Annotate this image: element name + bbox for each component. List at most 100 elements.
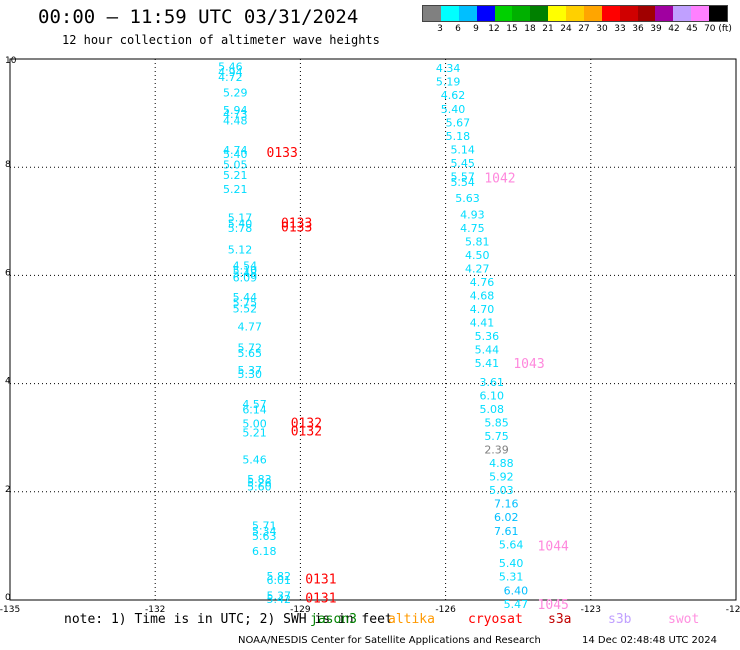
wave-height-label: 4.70 [470,303,495,316]
pass-time-label: 0133 [281,221,312,236]
wave-height-label: 5.46 [218,61,243,74]
wave-height-label: 5.63 [252,530,277,543]
wave-height-label: 5.81 [465,235,490,248]
legend-swatch [566,6,584,21]
wave-height-label: 5.57 [450,170,475,183]
wave-height-label: 5.75 [233,296,258,309]
wave-height-label: 5.52 [233,302,258,315]
legend-label: 3 [437,24,443,34]
wave-height-label: 4.76 [470,276,495,289]
wave-height-label: 5.21 [242,426,267,439]
legend-swatch [548,6,566,21]
plot-frame [9,58,737,601]
pass-time-label: 1042 [484,171,515,186]
satellite-altika: altika [388,612,435,627]
wave-height-label: 4.73 [223,108,248,121]
wave-height-label: 4.34 [436,62,461,75]
wave-height-label: 4.48 [223,115,248,128]
color-scale-legend: 3 6 9 12 15 18 21 24 27 30 33 36 39 42 45 70 (ft) [422,5,732,35]
legend-swatch [530,6,549,21]
page-title: 00:00 – 11:59 UTC 03/31/2024 [38,6,359,28]
wave-height-label: 4.77 [237,320,261,333]
wave-height-label: 4.75 [460,222,485,235]
legend-swatch [440,6,459,21]
legend-label: 21 [542,24,554,34]
wave-height-label: 4.50 [465,249,490,262]
wave-height-label: 6.10 [479,390,504,403]
legend-swatch [476,6,495,21]
legend-swatch [494,6,513,21]
wave-height-label: 5.48 [233,267,258,280]
legend-swatch [583,6,602,21]
wave-height-label: 5.21 [223,169,248,182]
wave-height-label: 5.47 [504,598,529,611]
legend-label: 39 [650,24,662,34]
wave-height-label: 5.05 [223,158,248,171]
wave-height-label: 5.40 [228,217,253,230]
x-tick-label: -126 [435,605,456,615]
wave-height-label: 5.40 [499,557,523,570]
legend-label: 33 [614,24,626,34]
wave-height-label: 4.93 [460,208,485,221]
credit-text: NOAA/NESDIS Center for Satellite Applica… [238,635,541,646]
y-tick-label: 0 [5,593,11,603]
wave-height-label: 6.14 [242,404,267,417]
satellite-swot: swot [668,612,700,627]
generated-timestamp: 14 Dec 02:48:48 UTC 2024 [582,635,717,646]
pass-time-label: 0132 [291,425,322,440]
wave-height-label: 5.12 [228,243,253,256]
note-text: note: 1) Time is in UTC; 2) SWH is in fe… [64,612,393,627]
wave-height-label: 4.62 [441,89,466,102]
wave-height-label: 4.94 [218,66,243,79]
pass-time-label: 0133 [281,216,312,231]
wave-height-label: 5.75 [484,430,509,443]
color-scale-swatches [422,5,728,22]
legend-swatch [655,6,674,21]
wave-height-label: 4.74 [223,144,248,157]
satellite-cryosat: cryosat [468,612,523,627]
legend-swatch [673,6,692,21]
pass-time-label: 0132 [291,417,322,432]
wave-height-label: 4.57 [242,398,267,411]
x-tick-label: -135 [0,605,20,615]
y-tick-label: 2 [5,485,11,495]
satellite-s3b: s3b [608,612,632,627]
legend-swatch [709,6,727,21]
legend-label: 30 [596,24,608,34]
wave-height-label: 5.14 [450,143,475,156]
legend-label: 24 [560,24,572,34]
wave-height-label: 5.60 [247,480,272,493]
wave-height-label: 7.61 [494,525,519,538]
wave-height-label: 7.16 [494,498,519,511]
y-tick-label: 8 [5,160,11,170]
wave-height-label: 3.61 [479,376,504,389]
page-subtitle: 12 hour collection of altimeter wave hei… [62,33,380,47]
wave-height-label: 5.40 [223,148,248,161]
legend-swatch [601,6,620,21]
wave-height-label: 5.65 [237,347,261,360]
wave-height-label: 4.68 [470,289,495,302]
wave-height-label: 6.18 [252,545,277,558]
legend-swatch [458,6,477,21]
wave-height-label: 5.21 [223,183,248,196]
wave-height-label: 5.45 [450,157,475,170]
wave-height-label: 5.41 [475,357,500,370]
wave-height-label: 6.01 [267,574,292,587]
wave-height-label: 5.17 [228,212,253,225]
x-tick-label: -132 [145,605,165,615]
wave-height-label: 5.30 [237,368,261,381]
y-tick-label: 4 [5,377,11,387]
wave-height-label: 5.18 [446,130,471,143]
wave-height-label: 4.88 [489,457,514,470]
wave-height-label: 5.37 [267,590,292,603]
wave-height-label: 4.54 [233,260,258,273]
wave-height-label: 5.36 [475,330,500,343]
wave-height-label: 5.26 [247,477,272,490]
wave-height-label: 4.41 [470,316,495,329]
wave-height-label: 5.85 [484,417,509,430]
legend-label: 42 [668,24,680,34]
wave-height-label: 5.82 [267,570,292,583]
satellite-s3a: s3a [548,612,572,627]
legend-label: 9 [473,24,479,34]
